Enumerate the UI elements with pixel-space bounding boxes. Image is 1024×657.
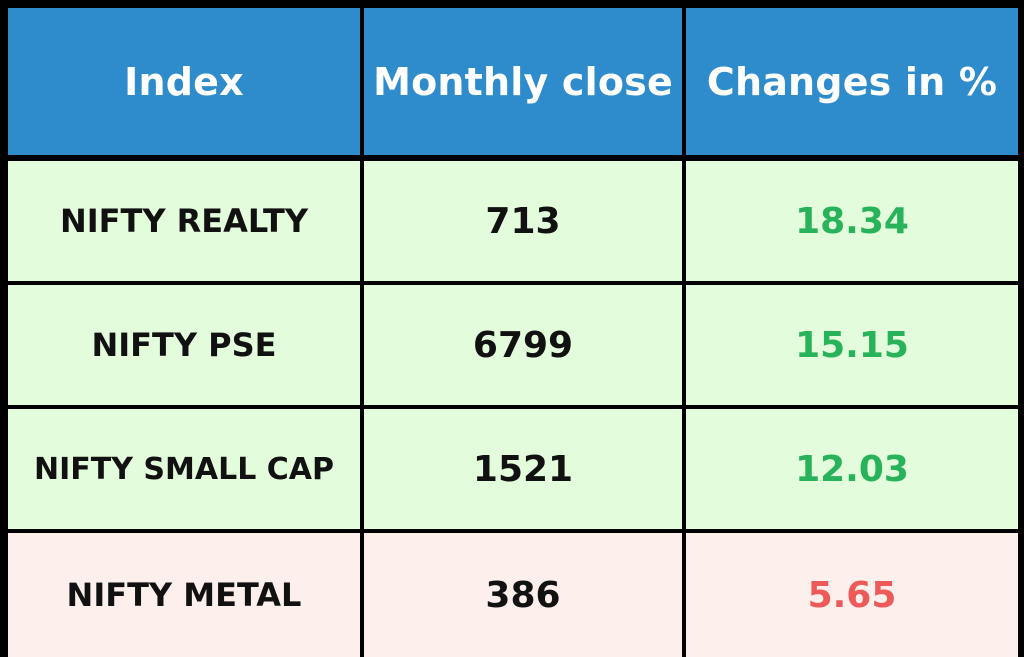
table-row-2-index: NIFTY PSE <box>8 285 360 405</box>
header-monthly-close: Monthly close <box>364 8 682 155</box>
table-row-2-change: 15.15 <box>686 285 1018 405</box>
table-row-1-index: NIFTY REALTY <box>8 161 360 281</box>
table-row-3-change: 12.03 <box>686 409 1018 529</box>
table-row-3-close: 1521 <box>364 409 682 529</box>
table-row-4-close: 386 <box>364 533 682 657</box>
header-changes-percent: Changes in % <box>686 8 1018 155</box>
table-row-1-close: 713 <box>364 161 682 281</box>
header-index: Index <box>8 8 360 155</box>
table-row-2-close: 6799 <box>364 285 682 405</box>
table-row-4-change: 5.65 <box>686 533 1018 657</box>
table-row-3-index: NIFTY SMALL CAP <box>8 409 360 529</box>
table-row-1-change: 18.34 <box>686 161 1018 281</box>
table-row-4-index: NIFTY METAL <box>8 533 360 657</box>
